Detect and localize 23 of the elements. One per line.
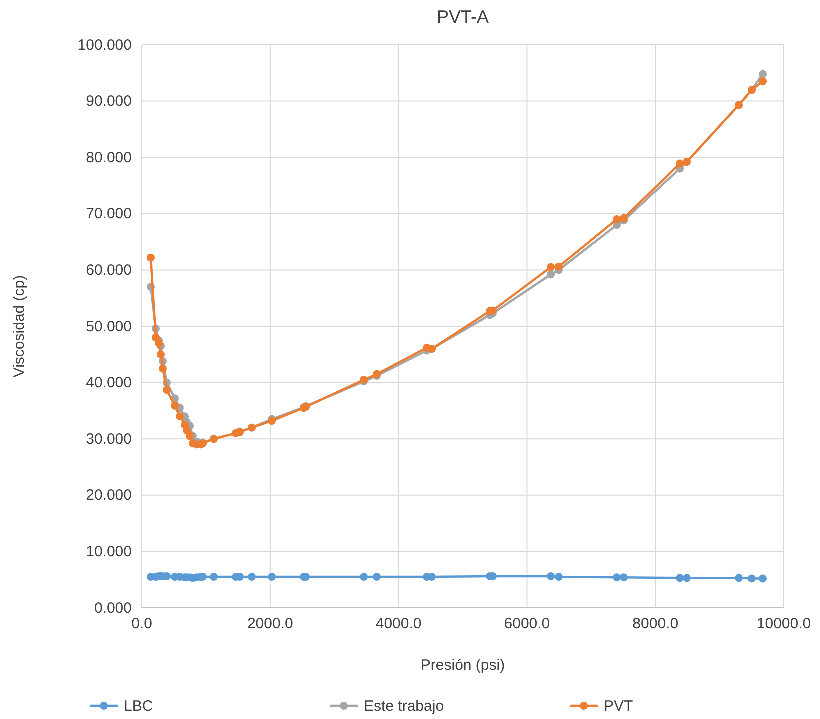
legend-label: PVT xyxy=(604,698,634,715)
y-tick-label: 100.000 xyxy=(78,36,132,54)
x-tick-label: 2000.0 xyxy=(247,616,294,633)
x-tick-label: 4000.0 xyxy=(376,616,422,633)
x-tick-label: 8000.0 xyxy=(632,616,679,633)
chart-title: PVT-A xyxy=(436,7,490,27)
x-tick-label: 0.0 xyxy=(132,616,152,633)
y-tick-label: 70.000 xyxy=(86,206,132,223)
legend-label: LBC xyxy=(124,698,154,715)
y-tick-label: 10.000 xyxy=(86,544,132,560)
legend-label: Este trabajo xyxy=(364,698,444,715)
y-tick-label: 0.000 xyxy=(94,600,132,617)
x-axis-title: Presión (psi) xyxy=(420,657,506,674)
x-tick-label: 10000.0 xyxy=(756,616,812,633)
y-tick-label: 60.000 xyxy=(86,262,132,279)
y-tick-label: 20.000 xyxy=(86,487,132,504)
y-axis-title: Viscosidad (cp) xyxy=(11,275,28,378)
y-tick-label: 80.000 xyxy=(86,149,132,166)
y-tick-label: 50.000 xyxy=(86,318,132,336)
y-tick-label: 40.000 xyxy=(86,374,132,392)
x-tick-label: 6000.0 xyxy=(504,616,550,633)
y-tick-label: 90.000 xyxy=(86,93,132,110)
y-tick-label: 30.000 xyxy=(86,430,132,448)
